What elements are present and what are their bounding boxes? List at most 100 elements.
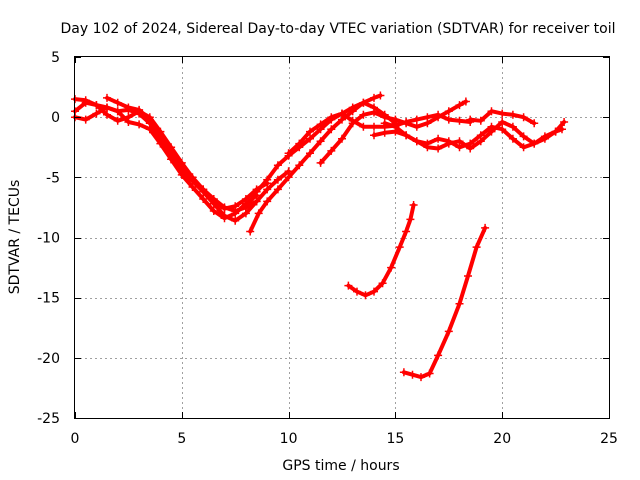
data-point <box>466 115 475 124</box>
data-point <box>113 116 122 125</box>
data-point <box>487 107 496 116</box>
x-tick-label: 0 <box>71 431 80 447</box>
tick-label-layer: 0 5 10 15 20 25 5 0 -5 -10 -15 -20 -25 <box>37 50 618 447</box>
y-tick-label: 0 <box>51 110 60 126</box>
chart-title: Day 102 of 2024, Sidereal Day-to-day VTE… <box>60 21 615 37</box>
data-point <box>370 131 378 140</box>
data-point <box>472 243 481 252</box>
data-point <box>361 291 370 300</box>
data-point <box>370 287 378 296</box>
x-tick-label: 10 <box>280 431 298 447</box>
data-point <box>402 227 411 236</box>
data-point <box>455 299 464 308</box>
data-point <box>412 115 421 124</box>
data-point <box>444 139 453 148</box>
data-point <box>370 108 378 117</box>
data-point <box>519 113 528 122</box>
data-point <box>188 175 197 184</box>
data-point <box>199 185 208 194</box>
y-tick-label: -10 <box>37 231 60 247</box>
data-point <box>391 122 400 131</box>
series-line-track-13 <box>401 225 488 380</box>
series-markers-track-13 <box>399 223 490 382</box>
data-point <box>540 134 549 143</box>
data-point <box>380 128 389 137</box>
data-point <box>156 131 165 140</box>
data-point <box>376 91 385 100</box>
data-point <box>402 131 411 140</box>
x-tick-label: 20 <box>493 431 511 447</box>
tick-layer <box>75 57 610 419</box>
data-point <box>252 197 261 206</box>
data-point <box>434 134 443 143</box>
data-point <box>455 116 464 125</box>
data-point <box>498 125 507 134</box>
data-point <box>145 115 154 124</box>
data-point <box>508 134 517 143</box>
data-point <box>338 109 346 118</box>
data-point <box>338 134 346 143</box>
data-point <box>498 118 507 126</box>
data-point <box>199 195 208 203</box>
x-axis-title: GPS time / hours <box>282 458 399 474</box>
data-point <box>124 103 133 112</box>
y-axis-title: SDTVAR / TECUs <box>7 180 23 295</box>
data-point <box>455 137 464 146</box>
data-point <box>508 122 517 131</box>
y-tick-label: -25 <box>37 411 60 427</box>
data-point <box>412 122 421 131</box>
x-tick-label: 15 <box>386 431 404 447</box>
data-point <box>487 127 496 136</box>
data-point <box>530 119 539 128</box>
data-point <box>476 116 485 125</box>
data-point <box>444 327 453 336</box>
data-point <box>476 137 485 146</box>
data-point <box>519 132 528 141</box>
data-point <box>408 370 417 379</box>
y-tick-label: -5 <box>46 170 60 186</box>
data-point <box>92 109 101 118</box>
data-point <box>209 207 218 215</box>
data-point <box>295 161 304 170</box>
data-point <box>273 161 282 170</box>
data-point <box>327 146 336 155</box>
data-point <box>263 197 272 206</box>
series-line-track-10 <box>382 120 567 151</box>
data-point <box>135 105 144 114</box>
data-point <box>406 215 415 224</box>
data-point <box>481 223 490 232</box>
data-point <box>466 144 475 153</box>
data-point <box>387 263 396 272</box>
data-point <box>455 101 464 110</box>
x-tick-label: 5 <box>177 431 186 447</box>
data-point <box>423 119 432 128</box>
x-tick-label: 25 <box>600 431 618 447</box>
data-point <box>359 98 368 107</box>
data-point <box>145 125 154 134</box>
data-point <box>560 118 569 126</box>
data-point <box>434 351 443 360</box>
data-point <box>464 272 472 280</box>
series-markers-track-12 <box>344 201 418 300</box>
data-point <box>316 158 325 167</box>
data-point <box>284 149 293 158</box>
y-tick-label: 5 <box>51 50 60 66</box>
data-point <box>348 103 357 112</box>
data-point <box>508 110 517 119</box>
data-point <box>81 96 90 105</box>
data-point <box>231 216 240 225</box>
data-point <box>252 187 261 196</box>
data-point <box>220 203 229 212</box>
data-point <box>316 137 325 146</box>
data-point <box>370 122 378 131</box>
data-point <box>306 127 314 136</box>
series-markers-track-4 <box>103 93 261 215</box>
data-point <box>92 101 101 110</box>
data-point <box>423 143 432 152</box>
data-point <box>327 125 336 134</box>
series-line-track-1 <box>73 100 259 221</box>
data-point <box>124 118 133 126</box>
data-point <box>254 209 263 218</box>
data-point <box>391 115 400 124</box>
